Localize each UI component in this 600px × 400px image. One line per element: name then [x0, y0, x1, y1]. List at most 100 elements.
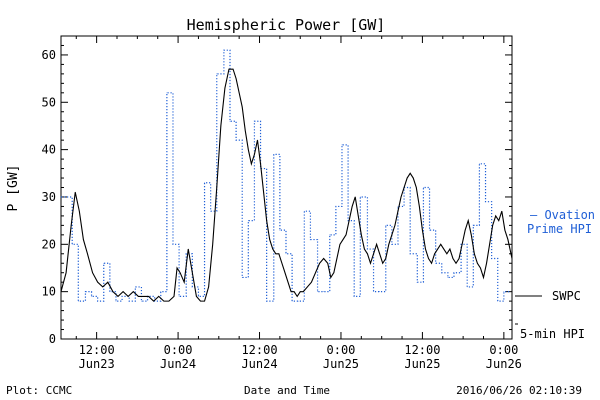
data-point — [329, 234, 331, 236]
data-point — [491, 258, 492, 259]
data-point — [477, 262, 478, 264]
data-point — [495, 215, 497, 217]
data-point — [290, 291, 292, 293]
data-point — [238, 92, 240, 94]
data-point — [455, 262, 457, 264]
data-point — [78, 210, 80, 212]
data-point — [168, 300, 170, 302]
data-point — [287, 281, 289, 283]
data-point — [464, 229, 466, 231]
data-point — [473, 253, 475, 255]
data-point — [77, 300, 79, 302]
series-ovation-prime-hpi — [61, 49, 510, 302]
data-point — [97, 281, 99, 283]
data-point — [466, 286, 468, 288]
data-point — [480, 267, 481, 269]
data-point — [330, 277, 332, 278]
data-point — [323, 258, 325, 259]
x-tick-date: Jun24 — [160, 357, 196, 371]
data-point — [416, 281, 418, 283]
data-point — [247, 220, 249, 221]
data-point — [472, 225, 474, 226]
data-point — [419, 206, 420, 207]
data-point — [354, 196, 356, 198]
data-point — [141, 300, 142, 302]
data-point — [503, 291, 505, 293]
legend-swpc-line2: 5-min HPI — [520, 327, 585, 341]
data-point — [360, 234, 362, 236]
data-point — [507, 239, 509, 240]
data-point — [336, 258, 338, 259]
data-point — [241, 277, 243, 278]
data-point — [364, 248, 365, 250]
data-point — [403, 187, 405, 188]
data-point — [397, 206, 399, 207]
x-tick-date: Jun23 — [79, 357, 115, 371]
data-point — [409, 253, 411, 255]
data-point — [479, 163, 480, 165]
data-point — [254, 120, 255, 122]
data-point — [273, 154, 275, 155]
data-point — [339, 243, 341, 245]
data-point — [382, 262, 384, 264]
data-point — [208, 286, 209, 288]
x-tick-time: 12:00 — [79, 343, 115, 357]
data-point — [452, 258, 454, 259]
data-point — [117, 296, 119, 297]
data-point — [223, 49, 225, 51]
data-point — [429, 229, 430, 231]
y-tick-label: 50 — [42, 95, 56, 109]
data-point — [311, 281, 312, 283]
data-point — [266, 300, 267, 302]
data-point — [296, 296, 298, 297]
data-point — [394, 225, 396, 226]
data-point — [467, 220, 469, 221]
data-point — [112, 291, 114, 293]
data-point — [60, 196, 62, 198]
data-point — [278, 253, 280, 255]
data-point — [216, 73, 218, 75]
data-point — [235, 78, 237, 79]
data-point — [335, 206, 337, 207]
data-point — [132, 291, 134, 293]
data-point — [241, 106, 243, 108]
x-tick-time: 12:00 — [241, 343, 277, 357]
data-point — [323, 291, 325, 293]
data-point — [285, 253, 287, 255]
data-point — [425, 248, 426, 250]
data-point — [166, 92, 168, 94]
data-point — [357, 215, 359, 217]
data-point — [434, 253, 435, 255]
data-point — [71, 243, 73, 245]
data-point — [412, 177, 414, 179]
data-point — [437, 248, 439, 250]
data-point — [385, 258, 387, 259]
data-point — [497, 300, 499, 302]
data-point — [423, 187, 424, 188]
data-point — [235, 139, 237, 141]
data-point — [275, 253, 277, 255]
data-point — [299, 291, 301, 293]
data-point — [446, 253, 448, 255]
y-tick-label: 20 — [42, 237, 56, 251]
data-point — [327, 262, 329, 264]
data-point — [254, 154, 255, 155]
plot-area: 010203040506012:00Jun230:00Jun2412:00Jun… — [42, 35, 522, 371]
x-tick-date: Jun25 — [323, 357, 359, 371]
data-point — [178, 296, 180, 297]
data-point — [373, 291, 374, 293]
data-point — [91, 296, 92, 297]
footer-plot-credit: Plot: CCMC — [6, 384, 73, 397]
data-point — [379, 253, 381, 255]
data-point — [115, 300, 117, 302]
data-point — [333, 272, 335, 274]
data-point — [266, 220, 267, 221]
data-point — [269, 239, 271, 240]
data-point — [179, 272, 181, 274]
data-point — [198, 296, 199, 297]
data-point — [143, 296, 144, 297]
data-point — [160, 291, 162, 293]
legend-swpc-line1: SWPC — [552, 289, 581, 303]
data-point — [504, 229, 506, 231]
